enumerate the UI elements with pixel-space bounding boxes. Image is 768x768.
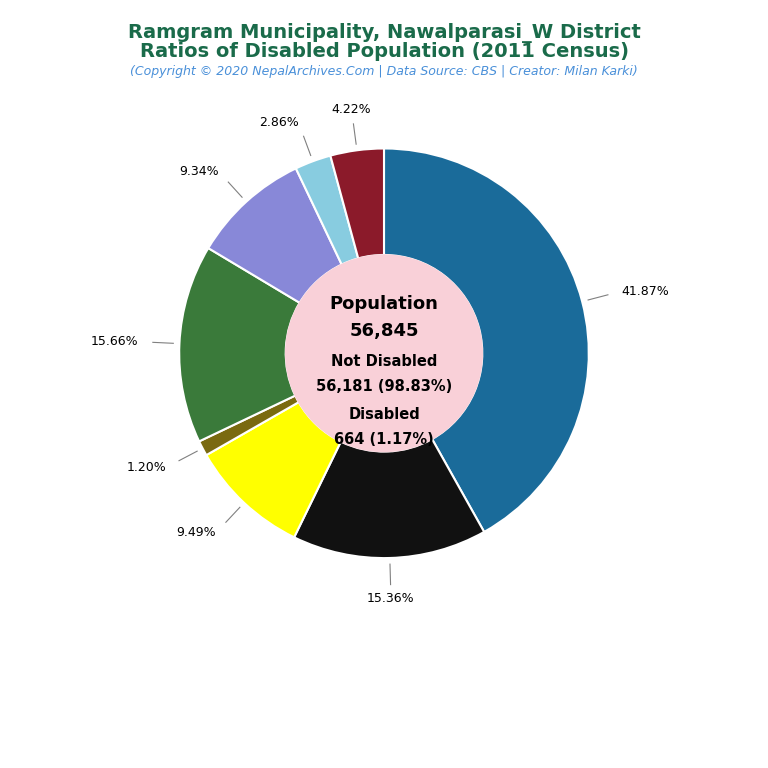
Text: Not Disabled: Not Disabled bbox=[331, 354, 437, 369]
Text: 9.49%: 9.49% bbox=[177, 526, 216, 539]
Text: Ramgram Municipality, Nawalparasi_W District: Ramgram Municipality, Nawalparasi_W Dist… bbox=[127, 23, 641, 43]
Text: 9.34%: 9.34% bbox=[179, 165, 219, 178]
Text: 2.86%: 2.86% bbox=[259, 116, 299, 129]
Circle shape bbox=[286, 255, 482, 452]
Text: Disabled: Disabled bbox=[348, 407, 420, 422]
Text: 4.22%: 4.22% bbox=[332, 103, 372, 116]
Text: 56,181 (98.83%): 56,181 (98.83%) bbox=[316, 379, 452, 393]
Wedge shape bbox=[179, 248, 300, 442]
Wedge shape bbox=[199, 396, 299, 455]
Wedge shape bbox=[330, 148, 384, 258]
Text: 1.20%: 1.20% bbox=[127, 461, 167, 474]
Wedge shape bbox=[294, 439, 484, 558]
Wedge shape bbox=[384, 148, 589, 532]
Text: 664 (1.17%): 664 (1.17%) bbox=[334, 432, 434, 447]
Wedge shape bbox=[208, 168, 342, 303]
Text: 56,845: 56,845 bbox=[349, 322, 419, 339]
Text: (Copyright © 2020 NepalArchives.Com | Data Source: CBS | Creator: Milan Karki): (Copyright © 2020 NepalArchives.Com | Da… bbox=[130, 65, 638, 78]
Text: 41.87%: 41.87% bbox=[622, 285, 670, 298]
Text: 15.36%: 15.36% bbox=[367, 592, 415, 605]
Text: Ratios of Disabled Population (2011 Census): Ratios of Disabled Population (2011 Cens… bbox=[140, 42, 628, 61]
Wedge shape bbox=[296, 156, 358, 264]
Wedge shape bbox=[207, 402, 341, 538]
Text: 15.66%: 15.66% bbox=[91, 335, 138, 348]
Text: Population: Population bbox=[329, 295, 439, 313]
